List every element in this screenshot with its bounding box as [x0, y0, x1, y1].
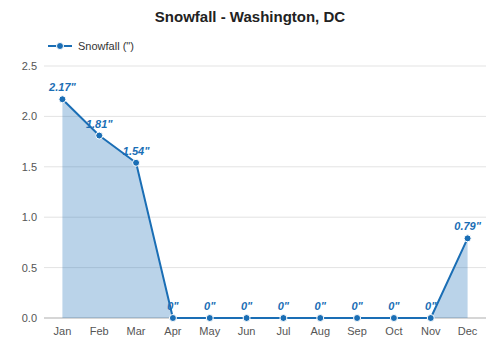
data-label: 2.17"	[48, 81, 76, 93]
x-tick-label: Oct	[385, 325, 402, 337]
background	[0, 0, 500, 350]
data-label: 0"	[278, 300, 290, 312]
data-label: 0"	[167, 300, 179, 312]
legend-marker	[57, 43, 64, 50]
y-axis: 0.0 0.5 1.0 1.5 2.0 2.5	[22, 60, 37, 324]
x-tick-label: Jul	[276, 325, 290, 337]
chart-svg: Snowfall - Washington, DC 0.0 0.5 1.0 1.5 2.0…	[0, 0, 500, 350]
point	[354, 315, 361, 322]
grid-line	[44, 66, 486, 67]
line	[62, 99, 467, 318]
point	[59, 96, 66, 103]
data-label: 0"	[204, 300, 216, 312]
point	[427, 315, 434, 322]
point	[280, 315, 287, 322]
y-tick-label: 2.5	[22, 60, 37, 72]
point	[96, 132, 103, 139]
data-label: 0"	[241, 300, 253, 312]
legend-label: Snowfall (")	[78, 40, 134, 52]
x-tick-label: Jun	[238, 325, 256, 337]
point	[169, 315, 176, 322]
point	[390, 315, 397, 322]
data-label: 0"	[425, 300, 437, 312]
y-tick-label: 1.5	[22, 161, 37, 173]
point	[243, 315, 250, 322]
legend: Snowfall (")	[48, 40, 134, 52]
data-label: 0"	[388, 300, 400, 312]
data-label: 0"	[315, 300, 327, 312]
y-tick-label: 0.0	[22, 312, 37, 324]
y-tick-label: 0.5	[22, 262, 37, 274]
y-tick-label: 1.0	[22, 211, 37, 223]
x-tick-label: Feb	[90, 325, 109, 337]
x-tick-label: Apr	[164, 325, 181, 337]
data-label: 0"	[351, 300, 363, 312]
x-tick-label: Mar	[127, 325, 146, 337]
data-label: 0.79"	[454, 220, 481, 232]
point	[317, 315, 324, 322]
y-tick-label: 2.0	[22, 110, 37, 122]
x-tick-label: Nov	[421, 325, 441, 337]
point	[464, 235, 471, 242]
x-axis: Jan Feb Mar Apr May Jun Jul Aug Sep Oct Nov Dec	[54, 325, 478, 337]
area	[62, 99, 467, 318]
x-tick-label: Jan	[54, 325, 72, 337]
x-tick-label: Dec	[458, 325, 478, 337]
data-labels: 2.17" 1.81" 1.54" 0" 0" 0" 0" 0" 0" 0" 0" 0.79"	[48, 81, 482, 312]
point	[133, 159, 140, 166]
grid	[44, 66, 486, 318]
point	[206, 315, 213, 322]
x-tick-label: Sep	[347, 325, 367, 337]
plot-area	[59, 96, 471, 322]
x-tick-label: May	[199, 325, 220, 337]
x-tick-label: Aug	[310, 325, 330, 337]
chart-container: Snowfall - Washington, DC 0.0 0.5 1.0 1.5 2.0…	[0, 0, 500, 350]
data-label: 1.54"	[123, 145, 150, 157]
title: Snowfall - Washington, DC	[155, 8, 345, 25]
page: {"chart_data": {"type": "area", "title":…	[0, 0, 500, 350]
data-label: 1.81"	[86, 118, 113, 130]
